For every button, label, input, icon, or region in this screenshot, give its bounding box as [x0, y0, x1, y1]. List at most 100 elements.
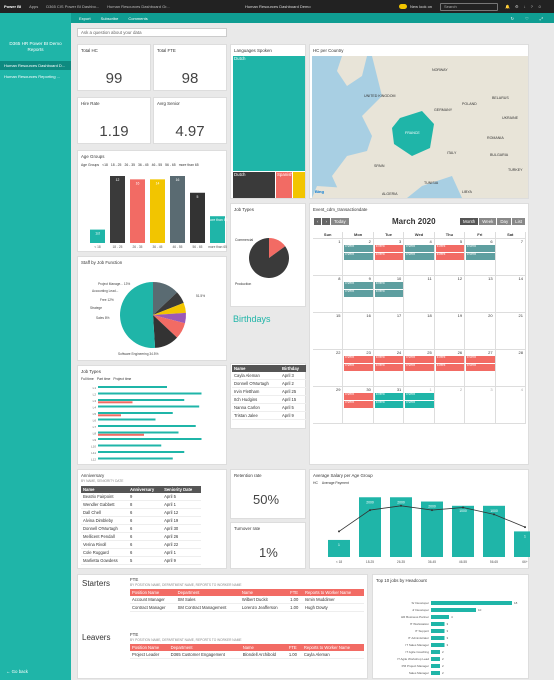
calendar-day[interactable]: 2	[343, 239, 374, 276]
calendar-day[interactable]: 9	[343, 276, 374, 313]
calendar-event[interactable]: Event	[374, 253, 404, 260]
sidebar-item-reporting[interactable]: Human Resources Reporting ...	[4, 74, 61, 79]
calendar-day[interactable]: 7	[495, 239, 526, 276]
calendar-day[interactable]: 17	[373, 313, 405, 350]
starters-leavers-card[interactable]: Starters FTE BY POSITION NAME, DEPARTMEN…	[77, 574, 368, 679]
go-back-link[interactable]: ← Go back	[6, 669, 28, 674]
calendar-day[interactable]: 22	[313, 350, 344, 387]
birthdays-table-card[interactable]: Name Birthday Cayla Aleman April 3 Donnell…	[230, 363, 306, 429]
table-row[interactable]: Cayla Aleman April 3	[232, 372, 306, 380]
today-button[interactable]: Today	[330, 218, 349, 225]
calendar-event[interactable]: Event	[374, 356, 404, 363]
view-week-button[interactable]: Week	[479, 218, 497, 225]
job-types-bar-card[interactable]: Job Types Full time Part time Project ti…	[77, 365, 227, 465]
retention-card[interactable]: Retention rate 50%	[230, 469, 306, 519]
calendar-event[interactable]: Event	[344, 393, 373, 400]
calendar-day[interactable]: 26	[434, 350, 466, 387]
sidebar-item-dashboard[interactable]: Human Resources Dashboard D...	[0, 61, 71, 70]
table-row[interactable]: Cole Ruggard 6 April 1	[81, 548, 201, 557]
calendar-day[interactable]: 29	[313, 387, 344, 424]
calendar-day[interactable]: 6	[465, 239, 496, 276]
calendar-day[interactable]: 31	[373, 387, 405, 424]
calendar-event[interactable]: Event	[405, 245, 434, 252]
calendar-event[interactable]: Event	[435, 253, 465, 260]
calendar-day[interactable]: 16	[343, 313, 374, 350]
calendar-day[interactable]: 23	[343, 350, 374, 387]
breadcrumb-report[interactable]: Human Resources Dashboard Gr...	[107, 4, 170, 9]
turnover-card[interactable]: Turnover rate 1%	[230, 522, 306, 569]
calendar-day[interactable]: 11	[404, 276, 435, 313]
table-row[interactable]: Donnell O'Murtagh April 2	[232, 379, 306, 388]
comments-button[interactable]: Comments	[128, 15, 148, 21]
treemap-dutch[interactable]: Dutch	[233, 56, 305, 171]
calendar-event[interactable]: Event	[344, 290, 373, 297]
calendar-event[interactable]: Event	[344, 253, 373, 260]
table-row[interactable]: Tristan Jalee April 9	[232, 411, 306, 420]
new-look-toggle[interactable]	[399, 4, 407, 9]
treemap-spanish[interactable]: Spanish	[276, 172, 293, 198]
calendar-event[interactable]: Event	[405, 364, 434, 371]
calendar-event[interactable]: Event	[374, 364, 404, 371]
calendar-event[interactable]: Event	[466, 253, 495, 260]
kpi-hire-rate[interactable]: Hire Rate 1.19	[77, 97, 151, 144]
map-card[interactable]: HC per Country NORWAY UNITED KINGDOM BEL…	[309, 44, 529, 199]
calendar-event[interactable]: Event	[435, 356, 465, 363]
kpi-total-fte[interactable]: Total FTE 98	[153, 44, 227, 91]
treemap-dutch2[interactable]: Dutch	[233, 172, 275, 198]
table-row[interactable]: Nanna Carlon April 5	[232, 403, 306, 412]
kpi-total-hc[interactable]: Total HC 99	[77, 44, 151, 91]
prev-icon[interactable]: ‹	[314, 218, 322, 225]
calendar-event[interactable]: Event	[344, 364, 373, 371]
table-row[interactable]: Itch Hudgins April 15	[232, 395, 306, 404]
age-groups-card[interactable]: Age Groups Age Groups <18 18 - 25 26 - 3…	[77, 150, 228, 252]
export-button[interactable]: Export	[79, 15, 91, 21]
calendar-day[interactable]: 13	[465, 276, 496, 313]
table-row[interactable]: Wendler Gabbett 8 April 1	[81, 500, 201, 509]
table-row[interactable]: Project Leader D365 Customer Engagement Bl…	[130, 651, 364, 659]
calendar-day[interactable]: 15	[313, 313, 344, 350]
calendar-day[interactable]: 5	[434, 239, 466, 276]
calendar-event[interactable]: Event	[435, 364, 465, 371]
calendar-day[interactable]: 1	[313, 239, 344, 276]
calendar-day[interactable]: 14	[495, 276, 526, 313]
top-jobs-card[interactable]: Top 10 jobs by Headcount Sr Developer 18 J…	[372, 574, 529, 679]
calendar-day[interactable]: 4	[495, 387, 526, 424]
table-row[interactable]: Mellicent Pendall 6 April 26	[81, 532, 201, 541]
calendar-event[interactable]: Event	[405, 356, 434, 363]
table-row[interactable]: Marlietta Gowdess 5 April 9	[81, 556, 201, 565]
calendar-card[interactable]: Event_cdm_transactiondate ‹ › Today Marc…	[309, 203, 529, 465]
calendar-event[interactable]: Event	[344, 356, 373, 363]
view-day-button[interactable]: Day	[497, 218, 512, 225]
calendar-day[interactable]: 1	[404, 387, 435, 424]
calendar-day[interactable]: 19	[434, 313, 466, 350]
calendar-event[interactable]: Event	[344, 401, 373, 408]
toolbar-icons[interactable]: ↻ ♡ ⤢	[510, 15, 548, 21]
search-input[interactable]: Search	[440, 3, 498, 11]
calendar-day[interactable]: 12	[434, 276, 466, 313]
calendar-event[interactable]: Event	[466, 356, 495, 363]
table-row[interactable]: Beatrix Fairpoint 9 April 5	[81, 493, 201, 501]
breadcrumb-app[interactable]: D365 CIS Power BI Dashbo...	[46, 4, 100, 9]
view-list-button[interactable]: List	[512, 218, 525, 225]
calendar-day[interactable]: 30	[343, 387, 374, 424]
calendar-event[interactable]: Event	[374, 290, 404, 297]
calendar-day[interactable]: 3	[465, 387, 496, 424]
calendar-event[interactable]: Event	[466, 245, 495, 252]
calendar-day[interactable]: 4	[404, 239, 435, 276]
calendar-event[interactable]: Event	[405, 393, 434, 400]
calendar-day[interactable]: 27	[465, 350, 496, 387]
calendar-day[interactable]: 21	[495, 313, 526, 350]
table-row[interactable]: Contract Manager SM Contract Management Lo…	[130, 603, 364, 612]
treemap-other[interactable]	[293, 172, 305, 198]
calendar-day[interactable]: 20	[465, 313, 496, 350]
calendar-event[interactable]: Event	[344, 245, 373, 252]
table-row[interactable]: Irvin Flettham April 25	[232, 387, 306, 396]
table-row[interactable]: Donnell O'Murtagh 6 April 30	[81, 524, 201, 533]
calendar-day[interactable]: 25	[404, 350, 435, 387]
calendar-event[interactable]: Event	[344, 282, 373, 289]
table-row[interactable]: Dall Chell 6 April 12	[81, 508, 201, 517]
kpi-avrg-senior[interactable]: Avrg Senior 4.97	[153, 97, 227, 144]
next-icon[interactable]: ›	[322, 218, 330, 225]
calendar-day[interactable]: 2	[434, 387, 466, 424]
apps-link[interactable]: Apps	[29, 4, 39, 9]
